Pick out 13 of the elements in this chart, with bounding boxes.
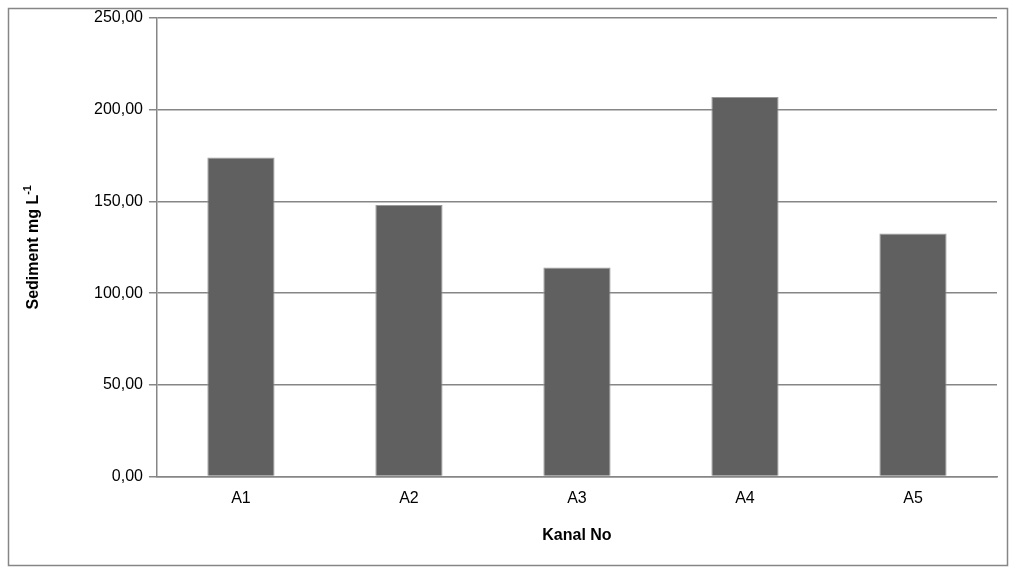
y-tick-label: 50,00 [102, 375, 144, 393]
y-tick-label: 0,00 [111, 467, 144, 485]
x-tick-label: A1 [231, 488, 251, 506]
y-tick-label: 150,00 [94, 191, 144, 209]
y-tick-label: 100,00 [94, 283, 144, 301]
x-tick-label: A2 [399, 488, 419, 506]
x-tick-label: A4 [735, 488, 755, 506]
y-axis-title: Sediment mg L-1 [21, 185, 42, 310]
y-tick-label: 200,00 [94, 100, 144, 118]
x-axis-title: Kanal No [542, 525, 612, 543]
y-tick-label: 250,00 [94, 8, 144, 26]
x-tick-label: A3 [567, 488, 587, 506]
x-tick-label: A5 [903, 488, 923, 506]
